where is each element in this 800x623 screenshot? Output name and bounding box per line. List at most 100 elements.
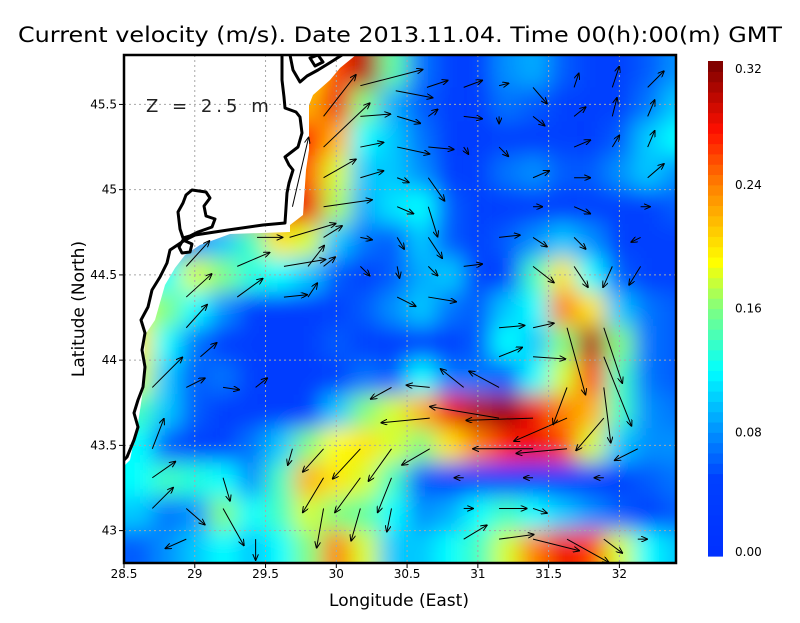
heatmap-cell [293,394,324,430]
heatmap-cell [293,462,324,498]
velocity-arrow [351,508,361,540]
heatmap-cell [435,223,465,259]
velocity-arrow [498,83,508,85]
heatmap-cell [322,189,352,225]
heatmap-cell [492,87,522,123]
colorbar-segment [708,122,723,134]
colorbar-segment [708,545,723,557]
colorbar-segment [708,504,723,516]
heatmap-cell [350,428,380,464]
velocity-vectors [151,67,664,562]
colorbar-segment [708,391,723,402]
colorbar-segment [708,473,723,485]
heatmap-cell [293,496,324,532]
heatmap-cell [208,394,239,430]
y-tick-label: 45 [102,183,117,197]
heatmap-cell [407,257,437,293]
velocity-arrow [532,115,545,125]
heatmap-cell [407,530,437,563]
heatmap-cell [407,462,437,498]
heatmap-cell [661,87,676,123]
heatmap-cell [350,55,380,89]
velocity-arrow [427,206,437,237]
heatmap-cell [378,189,409,225]
heatmap-cell [633,121,663,157]
velocity-arrow [573,140,590,148]
velocity-arrow [307,246,324,267]
heatmap-cell [605,189,635,225]
heatmap-cell [265,428,295,464]
heatmap-cell [293,428,324,464]
heatmap-cell [435,360,465,396]
velocity-arrow [566,327,585,395]
colorbar-segment [708,452,723,464]
velocity-arrow [223,387,239,389]
velocity-arrow [573,266,588,287]
velocity-arrow [323,75,356,117]
heatmap-cell [350,257,380,293]
heatmap-cell [661,360,676,396]
heatmap-cell [492,394,522,430]
heatmap-cell [435,530,465,563]
velocity-arrow [360,171,383,179]
velocity-arrow [360,70,422,87]
velocity-arrow [532,538,579,551]
heatmap-cell [520,462,550,498]
velocity-arrow [427,266,437,275]
heatmap-cell [265,462,295,498]
y-axis-label: Latitude (North) [69,241,89,377]
velocity-arrow [647,71,664,88]
heatmap-cell [492,121,522,157]
heatmap-cell [492,530,522,563]
heatmap-cell [237,428,267,464]
velocity-arrow [611,136,619,148]
velocity-arrow [533,357,565,359]
velocity-arrow [611,67,619,88]
velocity-arrow [283,295,307,297]
velocity-arrow [647,100,655,117]
heatmap-cell [548,326,578,362]
heatmap-cell [661,462,676,498]
colorbar-segment [708,287,723,299]
heatmap-cell [350,189,380,225]
heatmap-cell [576,55,607,89]
heatmap-cell [378,326,409,362]
velocity-arrow [611,98,617,117]
velocity-arrow [378,477,392,512]
x-tick-label: 29.5 [252,567,279,581]
heatmap-cell [124,462,154,498]
heatmap-cell [492,462,522,498]
velocity-arrow [222,477,230,501]
velocity-arrow [427,177,444,201]
heatmap-cell [548,257,578,293]
velocity-arrow [647,131,655,148]
heatmap-cell [265,291,295,328]
colorbar-segment [708,246,723,258]
heatmap-cell [576,326,607,362]
heatmap-cell [265,360,295,396]
velocity-arrow [185,274,211,298]
heatmap-cell [124,530,154,563]
velocity-arrow [360,237,372,239]
velocity-arrow [288,448,293,465]
velocity-arrow [629,266,642,284]
velocity-arrow [396,237,404,249]
heatmap-cell [548,496,578,532]
colorbar-segment [708,236,723,248]
velocity-arrow [463,264,482,266]
velocity-arrow [222,508,244,545]
velocity-arrow [185,305,207,329]
heatmap-cell [152,360,182,396]
heatmap-cell [208,326,239,362]
heatmap-cell [407,87,437,123]
heatmap-cell [293,326,324,362]
velocity-arrow [603,356,632,426]
colorbar-segment [708,463,723,475]
velocity-arrow [532,171,549,179]
colorbar-segment [708,164,723,176]
heatmap-cell [548,360,578,396]
heatmap-cell [492,496,522,532]
velocity-arrow [573,237,586,249]
velocity-arrow [237,253,269,267]
velocity-arrow [532,323,554,329]
